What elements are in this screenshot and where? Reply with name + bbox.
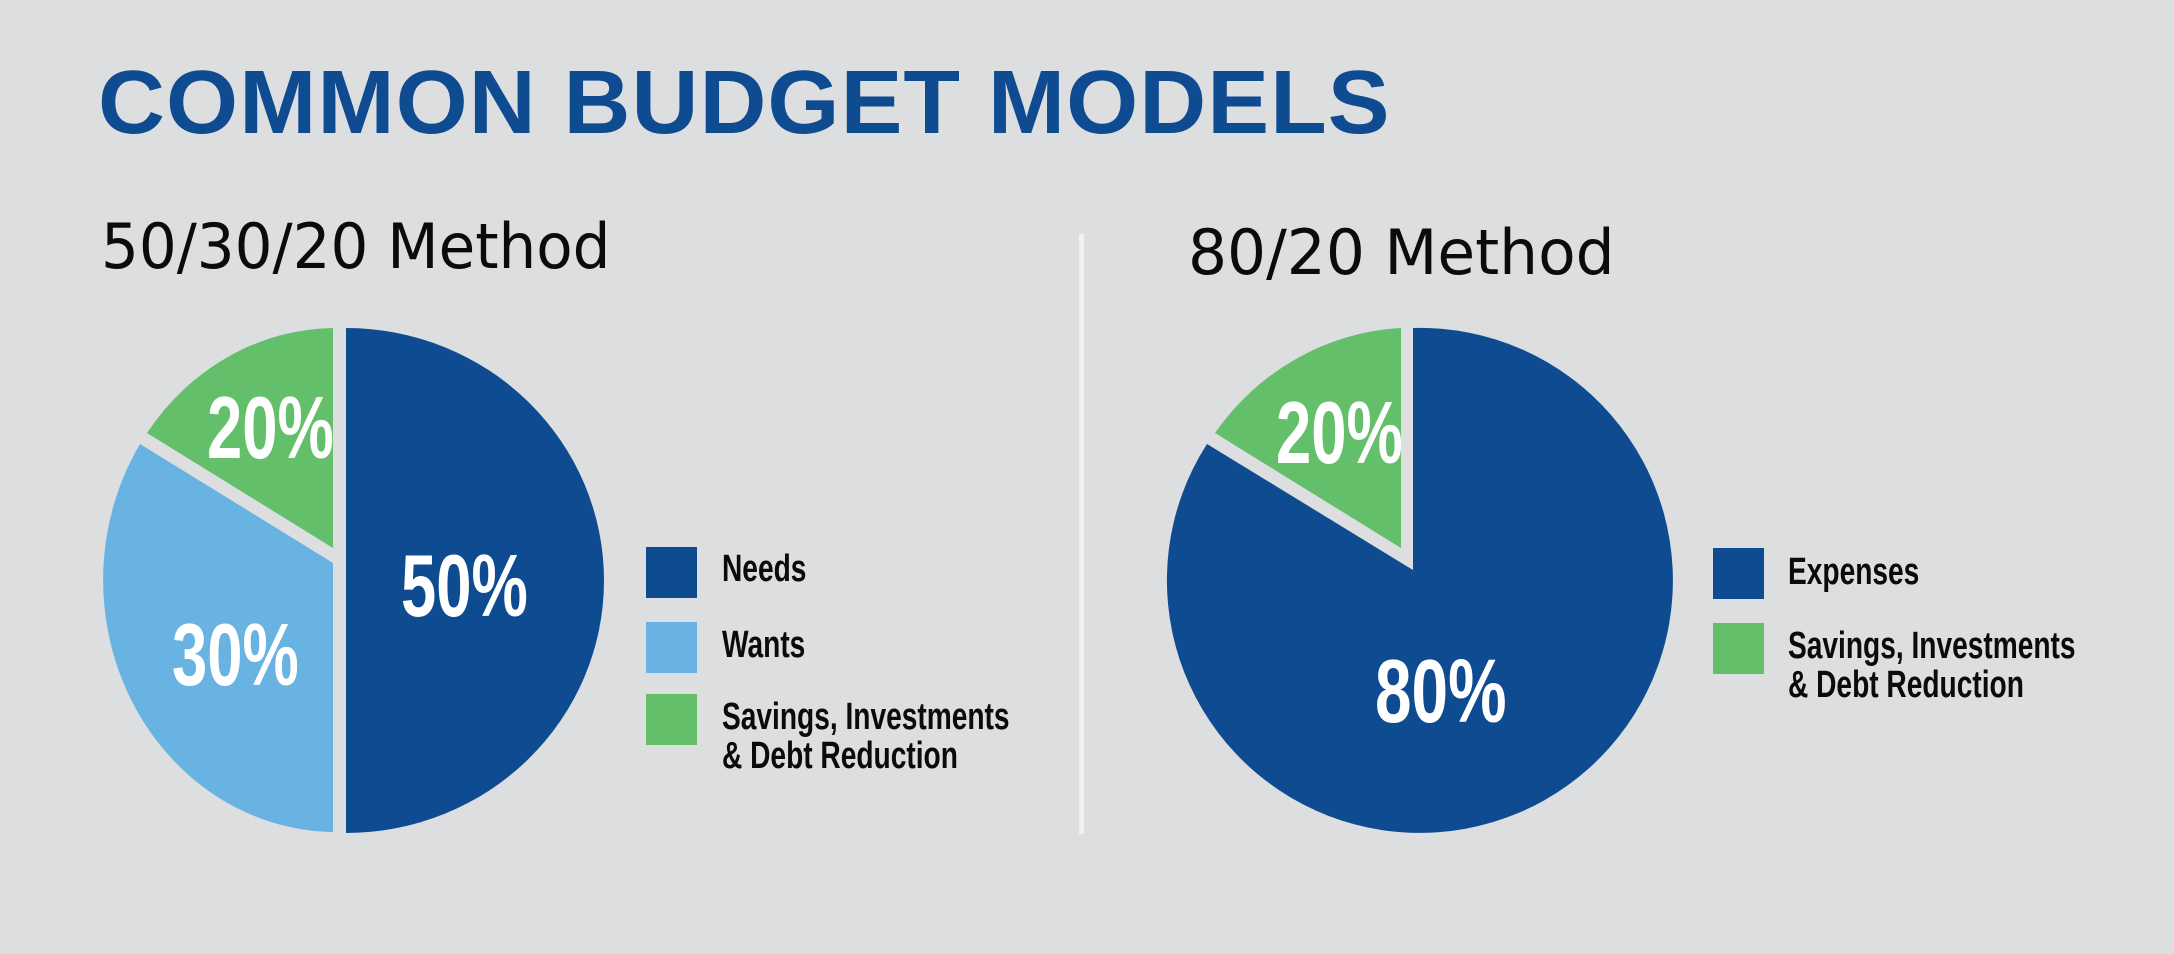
- legend-label-wants: Wants: [722, 624, 806, 666]
- legend-label-savings: Savings, Investments & Debt Reduction: [722, 698, 1010, 776]
- legend-swatch-savings: [1713, 623, 1764, 674]
- legend-label-needs: Needs: [722, 548, 807, 590]
- left-chart-heading: 50/30/20 Method: [101, 210, 611, 283]
- legend-label-savings-line2: & Debt Reduction: [1788, 664, 2024, 706]
- legend-label-savings: Savings, Investments & Debt Reduction: [1788, 627, 2076, 705]
- pie-chart-50-30-20: 50% 30% 20%: [103, 328, 605, 833]
- pie-slice-savings: [1215, 328, 1401, 548]
- pie-slice-savings: [147, 328, 333, 548]
- legend-swatch-wants: [646, 622, 697, 673]
- expenses-percent-label: 80%: [1375, 641, 1506, 742]
- legend-label-expenses: Expenses: [1788, 551, 1920, 593]
- needs-percent-label: 50%: [401, 538, 528, 636]
- legend-swatch-expenses: [1713, 548, 1764, 599]
- section-divider: [1079, 234, 1084, 834]
- pie-chart-80-20: 80% 20%: [1166, 327, 1673, 833]
- savings-percent-label: 20%: [1276, 385, 1403, 483]
- legend-swatch-needs: [646, 547, 697, 598]
- legend-swatch-savings: [646, 694, 697, 745]
- pie-slice-wants: [103, 444, 333, 832]
- page-title: COMMON BUDGET MODELS: [98, 53, 1391, 153]
- legend-label-savings-line1: Savings, Investments: [722, 696, 1010, 738]
- pie-slice-expenses: [1166, 327, 1673, 833]
- right-chart-heading: 80/20 Method: [1188, 216, 1615, 289]
- wants-percent-label: 30%: [172, 607, 299, 705]
- pie-slice-needs: [346, 328, 605, 833]
- legend-label-savings-line1: Savings, Investments: [1788, 625, 2076, 667]
- legend-label-savings-line2: & Debt Reduction: [722, 735, 958, 777]
- savings-percent-label: 20%: [207, 380, 334, 478]
